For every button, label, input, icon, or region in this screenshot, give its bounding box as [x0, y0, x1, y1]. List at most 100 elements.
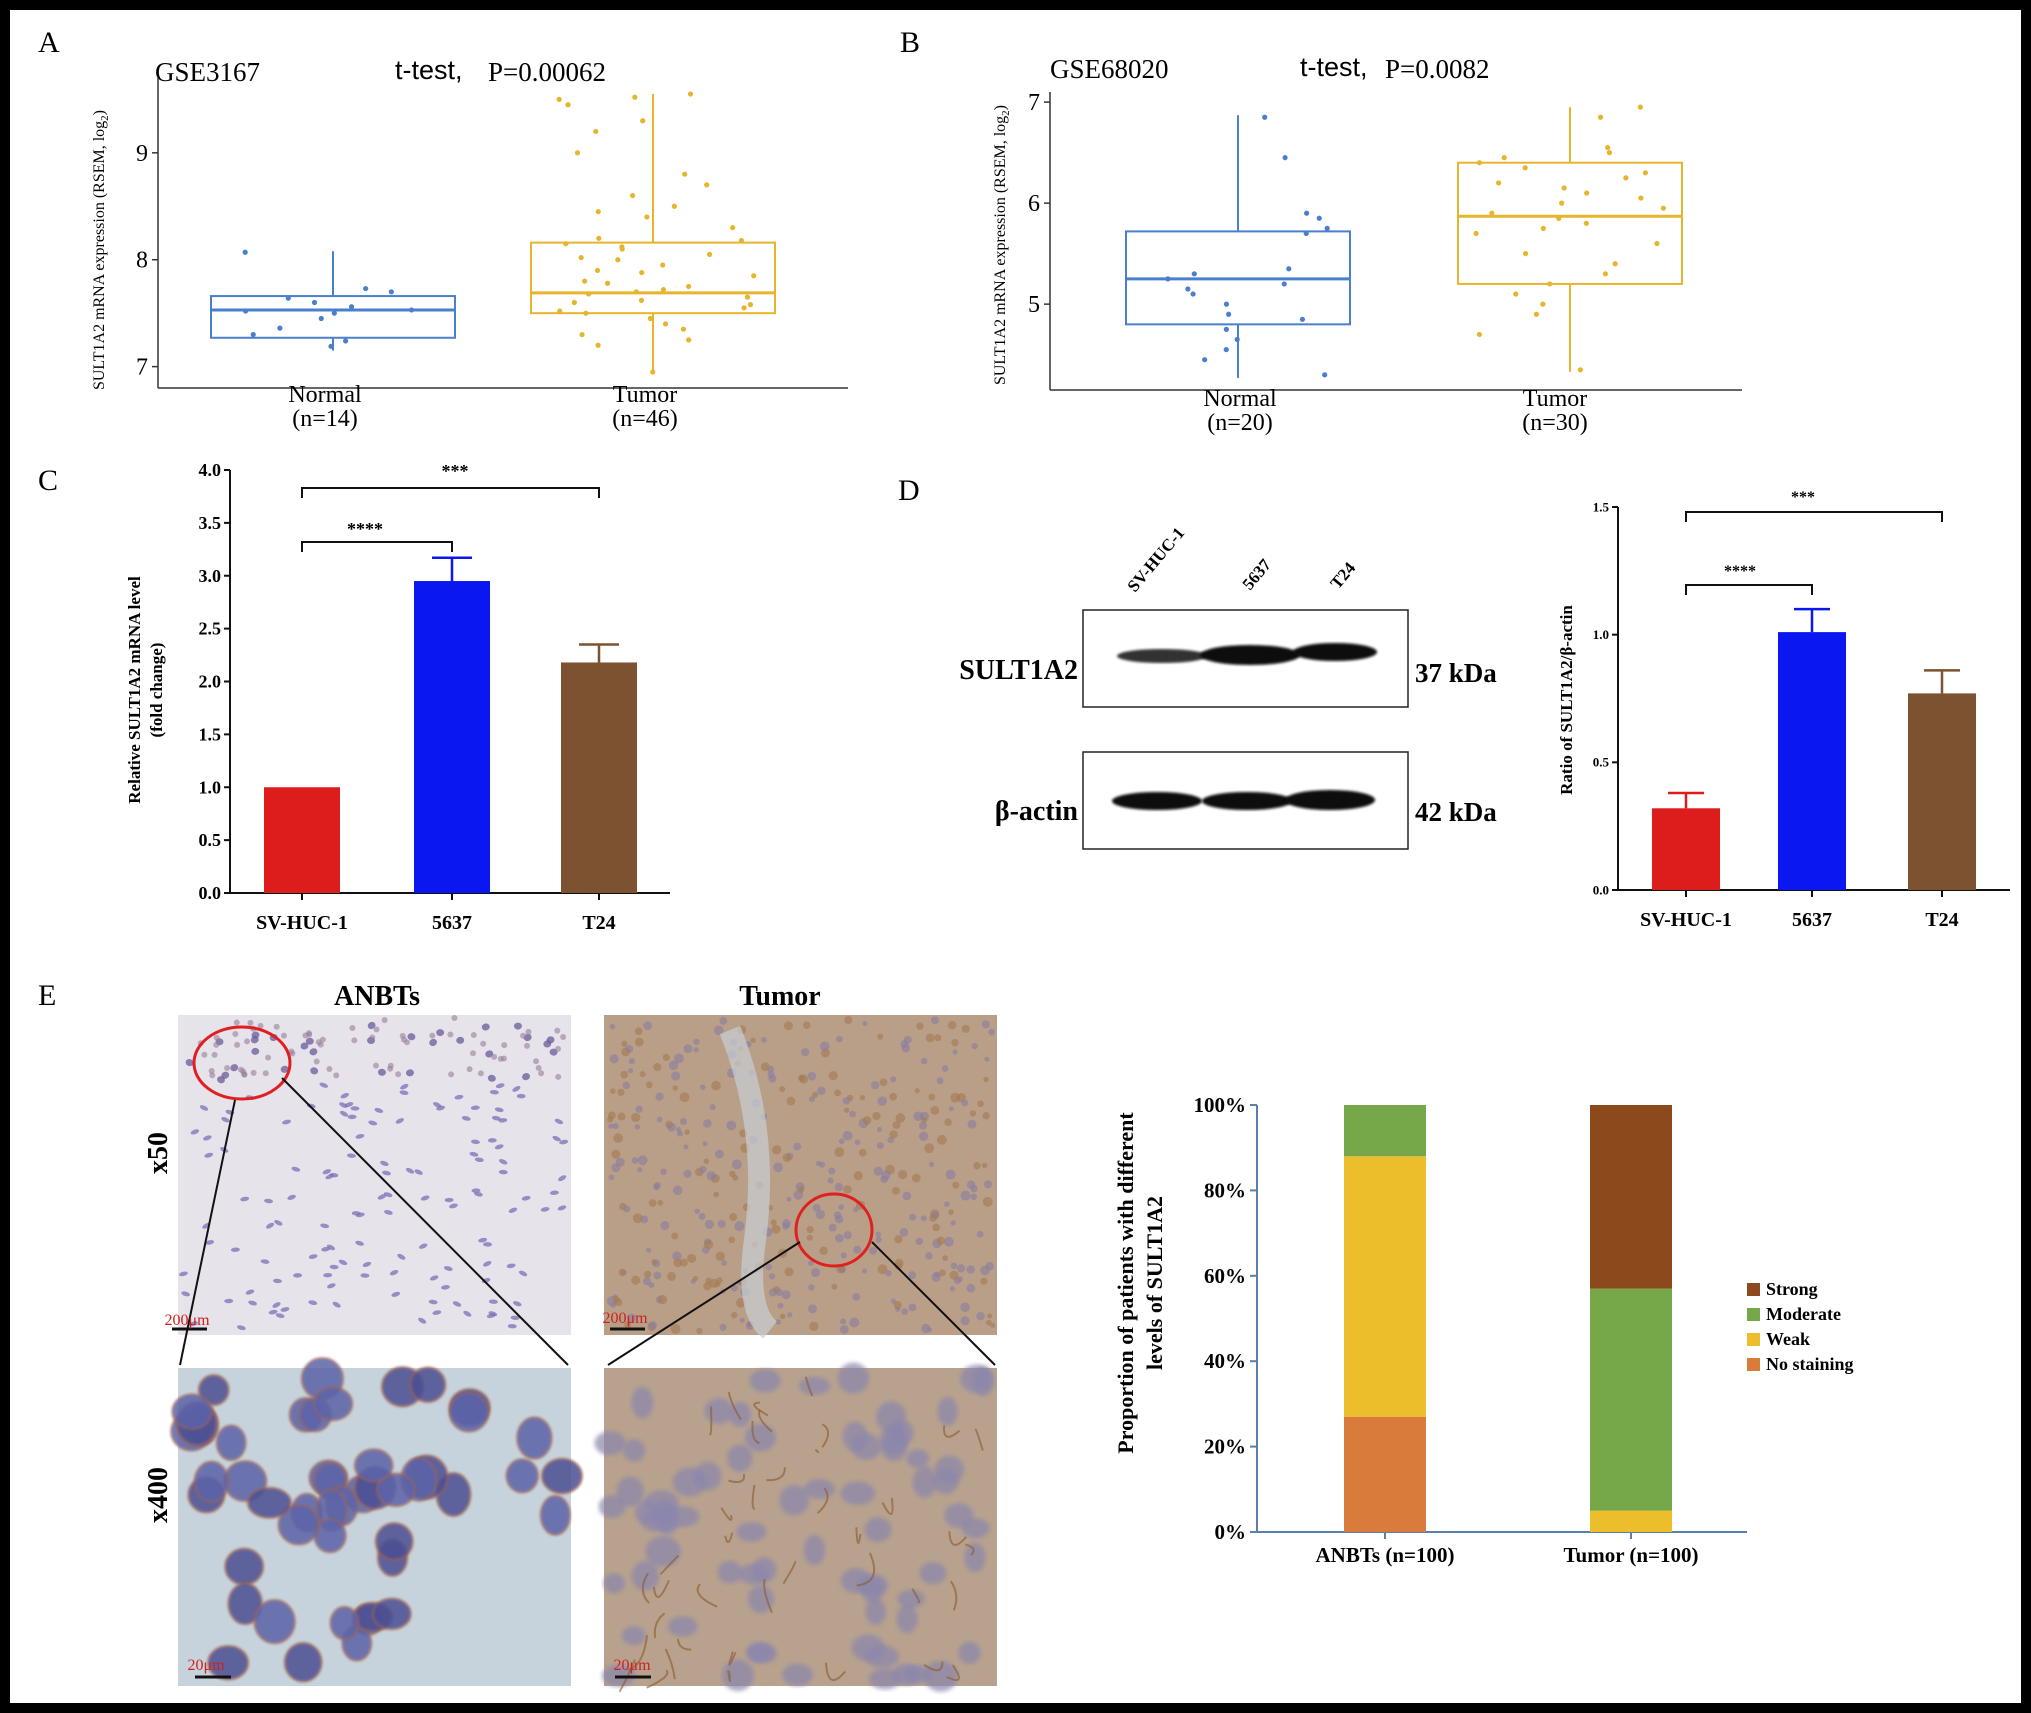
membrane-stain: [728, 1651, 737, 1666]
panel-c-sig-5637: ****: [347, 519, 383, 539]
cell-nucleus: [803, 1021, 811, 1029]
legend-swatch: [1747, 1283, 1760, 1296]
cell-nucleus: [806, 1225, 814, 1234]
cell-nucleus: [488, 1299, 498, 1304]
cell-nucleus: [797, 1186, 805, 1193]
data-point: [1191, 271, 1197, 277]
cell-nucleus: [703, 1119, 712, 1128]
membrane-stain: [652, 1579, 670, 1598]
cell-nucleus: [793, 1142, 802, 1151]
x-tick-label: Tumor (n=100): [1563, 1543, 1698, 1567]
cell-nucleus: [306, 1031, 313, 1038]
cell-nucleus: [980, 1277, 988, 1285]
cell-nucleus: [470, 1105, 480, 1110]
cell-nucleus: [656, 1116, 663, 1123]
data-point: [738, 237, 745, 244]
cell-nucleus: [373, 1026, 380, 1033]
membrane-stain: [677, 1638, 692, 1651]
col-title-anbts: ANBTs: [334, 981, 420, 1012]
cell-nucleus: [209, 1072, 216, 1079]
data-point: [578, 254, 584, 261]
cell-nucleus: [351, 1211, 361, 1216]
cell-nucleus: [432, 1310, 442, 1315]
data-point: [1583, 220, 1589, 226]
cell-nucleus: [213, 1034, 220, 1041]
cell-nucleus: [699, 1084, 706, 1091]
group-label-normal-b: Normal: [1203, 386, 1277, 412]
data-point: [1476, 160, 1483, 166]
data-point: [650, 369, 656, 375]
cell-nucleus: [973, 1162, 981, 1170]
cell-nucleus: [512, 1301, 522, 1307]
cell-nucleus: [988, 1028, 995, 1036]
cell-nucleus: [495, 1083, 505, 1089]
data-point: [596, 235, 602, 241]
data-point: [704, 182, 710, 188]
cell-nucleus: [897, 1589, 925, 1609]
membrane-stain: [948, 1531, 967, 1546]
cell-nucleus: [280, 1032, 287, 1039]
data-point: [250, 331, 256, 338]
y-tick-label: 2.5: [199, 619, 222, 639]
cell-nucleus: [179, 1271, 188, 1277]
cell-nucleus: [934, 1034, 942, 1042]
cell-nucleus: [976, 1312, 985, 1321]
membrane-stain: [923, 1661, 944, 1672]
cell-nucleus: [819, 1041, 830, 1052]
cell-nucleus: [349, 1025, 356, 1032]
cell-nucleus: [877, 1264, 888, 1275]
bar: [1652, 808, 1720, 890]
cell-nucleus: [643, 1021, 653, 1031]
cell-nucleus: [668, 1060, 679, 1071]
cell-nucleus: [333, 1072, 340, 1079]
cell-nucleus: [781, 1290, 791, 1300]
cell-nucleus: [474, 1157, 484, 1163]
y-tick-label: 80%: [1204, 1178, 1246, 1202]
cell-nucleus: [958, 1641, 981, 1665]
group-label-tumor-a: Tumor: [613, 382, 677, 408]
cell-nucleus: [409, 1366, 447, 1403]
cell-nucleus: [371, 1597, 412, 1630]
cell-nucleus: [360, 1273, 370, 1278]
cell-nucleus: [943, 1236, 954, 1247]
cell-nucleus: [777, 1302, 784, 1309]
cell-nucleus: [903, 1035, 912, 1044]
panel-e-ylabel-line2: levels of SULT1A2: [1142, 1196, 1167, 1370]
cell-nucleus: [621, 1626, 646, 1646]
data-point: [662, 321, 669, 327]
cell-nucleus: [201, 1051, 208, 1058]
cell-nucleus: [894, 1235, 903, 1244]
band-size-beta-actin: 42 kDa: [1415, 797, 1497, 827]
cell-nucleus: [656, 1504, 679, 1535]
cell-nucleus: [516, 1093, 526, 1099]
cell-nucleus: [952, 1049, 958, 1055]
cell-nucleus: [667, 1272, 676, 1281]
cell-nucleus: [714, 1149, 724, 1159]
cell-nucleus: [305, 1037, 314, 1045]
micrograph-cells: [170, 1015, 996, 1693]
data-point: [1223, 346, 1229, 353]
data-point: [644, 214, 650, 220]
cell-nucleus: [865, 1598, 887, 1625]
cell-nucleus: [862, 1021, 868, 1027]
cell-nucleus: [418, 1317, 427, 1324]
y-tick-label: 0.0: [1593, 882, 1609, 897]
cell-nucleus: [524, 1042, 531, 1049]
cell-nucleus: [916, 1022, 924, 1030]
cell-nucleus: [828, 1070, 838, 1081]
cell-nucleus: [843, 1231, 852, 1240]
data-point: [1190, 291, 1196, 297]
cell-nucleus: [930, 1106, 940, 1115]
legend-swatch: [1747, 1308, 1760, 1321]
cell-nucleus: [494, 1144, 504, 1150]
cell-nucleus: [400, 1083, 409, 1090]
cell-nucleus: [787, 1312, 793, 1318]
data-point: [1660, 205, 1667, 211]
cell-nucleus: [970, 1193, 977, 1201]
cell-nucleus: [875, 1236, 882, 1243]
data-point: [706, 251, 713, 257]
cell-nucleus: [486, 1313, 496, 1319]
panel-d: D SV-HUC-1 5637 T24 SULT1A2 37 kDa β-act…: [898, 474, 2010, 931]
cell-nucleus: [809, 1321, 819, 1331]
cell-nucleus: [518, 1270, 528, 1277]
